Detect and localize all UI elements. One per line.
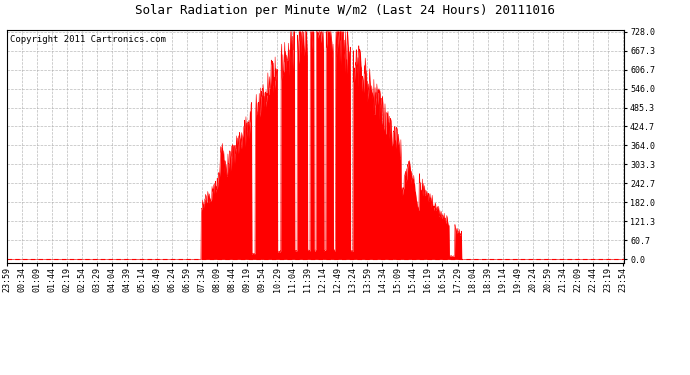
- Text: Copyright 2011 Cartronics.com: Copyright 2011 Cartronics.com: [10, 34, 166, 44]
- Text: Solar Radiation per Minute W/m2 (Last 24 Hours) 20111016: Solar Radiation per Minute W/m2 (Last 24…: [135, 4, 555, 17]
